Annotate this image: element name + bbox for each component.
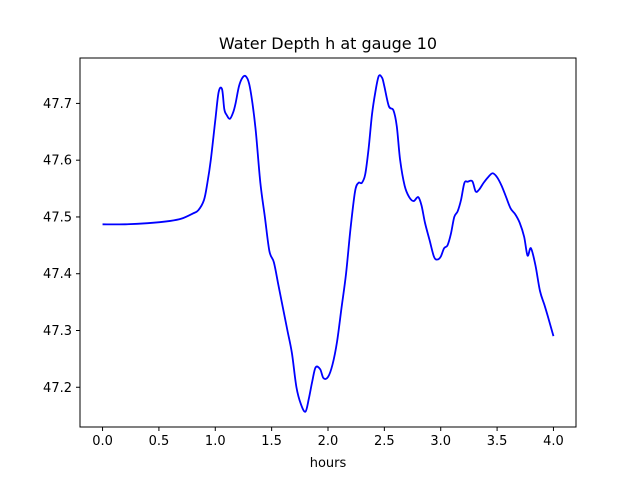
- x-tick-label: 1.5: [261, 434, 282, 449]
- x-tick-label: 0.5: [149, 434, 170, 449]
- x-tick-label: 3.5: [487, 434, 508, 449]
- x-tick-label: 4.0: [543, 434, 564, 449]
- x-tick-label: 1.0: [205, 434, 226, 449]
- y-tick-label: 47.6: [43, 154, 72, 169]
- x-axis-label: hours: [310, 456, 347, 471]
- y-tick-label: 47.5: [43, 210, 72, 225]
- x-tick-label: 0.0: [92, 434, 113, 449]
- y-axis: 47.2 47.3 47.4 47.5 47.6 47.7: [43, 97, 80, 396]
- y-tick-label: 47.2: [43, 381, 72, 396]
- plot-frame: [79, 57, 577, 428]
- series-line: [102, 74, 555, 413]
- series-layer: [102, 74, 555, 413]
- x-tick-label: 2.0: [318, 434, 339, 449]
- x-axis: 0.0 0.5 1.0 1.5 2.0 2.5 3.0 3.5 4.0: [92, 427, 564, 449]
- x-tick-label: 3.0: [430, 434, 451, 449]
- y-tick-label: 47.3: [43, 324, 72, 339]
- x-tick-label: 2.5: [374, 434, 395, 449]
- chart-title: Water Depth h at gauge 10: [219, 34, 437, 53]
- y-tick-label: 47.7: [43, 97, 72, 112]
- y-tick-label: 47.4: [43, 267, 72, 282]
